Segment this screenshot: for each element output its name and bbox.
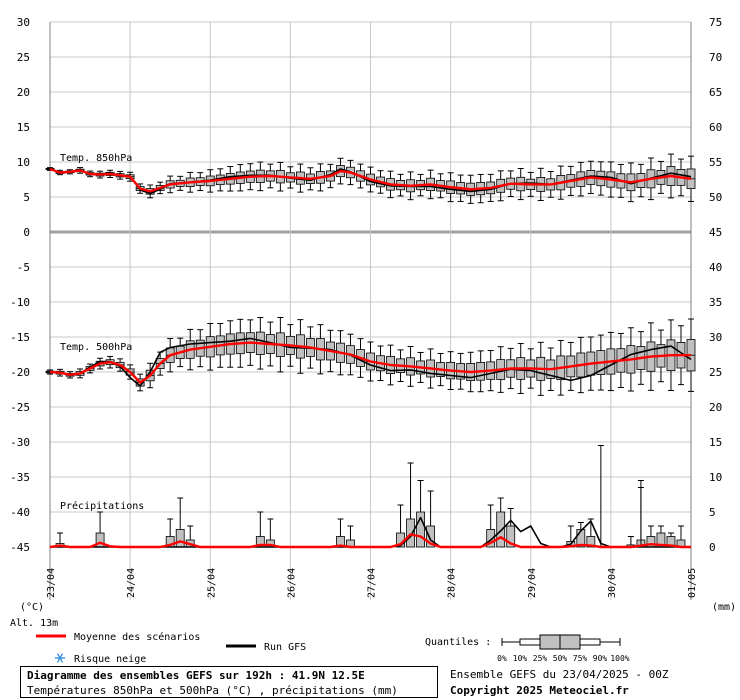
label-t500: Temp. 500hPa bbox=[60, 342, 132, 353]
quantiles-label: Quantiles : bbox=[425, 637, 491, 648]
t850-mean-line bbox=[49, 167, 692, 193]
precip-box bbox=[586, 536, 596, 548]
quantile-tick-label: 75% bbox=[573, 654, 588, 663]
right-tick-label: 60 bbox=[709, 121, 722, 134]
left-tick-label: -15 bbox=[10, 331, 30, 344]
x-tick-label: 25/04 bbox=[206, 568, 217, 598]
series-marks bbox=[45, 153, 696, 549]
chart-subtitle: Températures 850hPa et 500hPa (°C) , pré… bbox=[27, 684, 398, 697]
precip-box bbox=[426, 525, 435, 548]
legend-gfs-label: Run GFS bbox=[264, 642, 306, 653]
left-tick-label: -20 bbox=[10, 366, 30, 379]
left-tick-label: 20 bbox=[17, 86, 30, 99]
right-tick-label: 15 bbox=[709, 436, 722, 449]
quantile-glyph bbox=[501, 634, 621, 650]
quantile-tick-label: 50% bbox=[553, 654, 568, 663]
legend-mean-label: Moyenne des scénarios bbox=[74, 631, 200, 643]
left-tick-label: -30 bbox=[10, 436, 30, 449]
x-tick-label: 30/04 bbox=[607, 568, 618, 598]
quantile-ticks: 0% 10% 25% 50% 75% 90% 100% bbox=[497, 654, 630, 663]
precip-box bbox=[406, 518, 415, 548]
t500-mean-line bbox=[49, 341, 691, 384]
left-tick-label: -35 bbox=[10, 471, 30, 484]
precip-box bbox=[506, 525, 516, 548]
right-tick-label: 25 bbox=[709, 366, 722, 379]
left-tick-label: -40 bbox=[10, 506, 30, 519]
left-tick-label: 10 bbox=[17, 156, 30, 169]
precip-box bbox=[175, 529, 185, 548]
right-tick-label: 40 bbox=[709, 261, 722, 274]
precip-box bbox=[496, 511, 506, 548]
x-tick-label: 01/05 bbox=[687, 568, 698, 598]
left-tick-label: 30 bbox=[17, 16, 30, 29]
precip-box bbox=[486, 529, 496, 548]
left-tick-label: -45 bbox=[10, 541, 30, 554]
run-info: Ensemble GEFS du 23/04/2025 - 00Z bbox=[450, 668, 669, 681]
left-unit-label: (°C) bbox=[20, 602, 44, 613]
x-tick-label: 29/04 bbox=[527, 568, 538, 598]
x-tick-label: 26/04 bbox=[286, 568, 297, 598]
right-unit-label: (mm) bbox=[712, 602, 736, 613]
x-tick-label: 24/04 bbox=[126, 568, 137, 598]
chart-title: Diagramme des ensembles GEFS sur 192h : … bbox=[27, 669, 365, 682]
quantile-tick-label: 90% bbox=[593, 654, 608, 663]
right-tick-label: 10 bbox=[709, 471, 722, 484]
right-tick-label: 50 bbox=[709, 191, 722, 204]
label-precip: Précipitations bbox=[60, 500, 144, 512]
right-tick-label: 70 bbox=[709, 51, 722, 64]
quantile-tick-label: 0% bbox=[497, 654, 507, 663]
left-tick-label: -25 bbox=[10, 401, 30, 414]
left-tick-label: -10 bbox=[10, 296, 30, 309]
right-tick-label: 20 bbox=[709, 401, 722, 414]
t500-gfs-line bbox=[50, 337, 692, 387]
left-tick-label: 5 bbox=[23, 191, 30, 204]
altitude-label: Alt. 13m bbox=[10, 618, 58, 629]
right-tick-label: 55 bbox=[709, 156, 722, 169]
right-tick-label: 75 bbox=[709, 16, 722, 29]
x-tick-label: 28/04 bbox=[447, 568, 458, 598]
x-tick-label: 23/04 bbox=[46, 568, 57, 598]
copyright: Copyright 2025 Meteociel.fr bbox=[450, 684, 629, 697]
left-tick-label: 25 bbox=[17, 51, 30, 64]
grid bbox=[49, 21, 692, 600]
right-tick-label: 5 bbox=[709, 506, 716, 519]
x-tick-label: 27/04 bbox=[367, 568, 378, 598]
right-tick-label: 0 bbox=[709, 541, 716, 554]
legend-snow-label: Risque neige bbox=[74, 654, 146, 665]
left-tick-label: 0 bbox=[23, 226, 30, 239]
precip-mean-line bbox=[49, 533, 691, 549]
right-tick-label: 45 bbox=[709, 226, 722, 239]
right-tick-label: 35 bbox=[709, 296, 722, 309]
quantile-tick-label: 10% bbox=[513, 654, 528, 663]
left-tick-label: 15 bbox=[17, 121, 30, 134]
left-axis-ticks: 30 25 20 15 10 5 0 -5 -10 -15 -20 -25 -30 -35 -40 -45 bbox=[10, 16, 30, 554]
left-tick-label: -5 bbox=[17, 261, 30, 274]
info-box: Diagramme des ensembles GEFS sur 192h : … bbox=[20, 666, 438, 698]
precip-box bbox=[416, 511, 425, 548]
right-tick-label: 65 bbox=[709, 86, 722, 99]
quantile-tick-label: 100% bbox=[610, 654, 629, 663]
snowflake-icon bbox=[55, 653, 65, 663]
precip-box bbox=[576, 529, 586, 548]
x-axis-ticks: 23/04 24/04 25/04 26/04 27/04 28/04 29/04 30/04… bbox=[46, 568, 698, 598]
right-tick-label: 30 bbox=[709, 331, 722, 344]
label-t850: Temp. 850hPa bbox=[60, 153, 132, 164]
quantile-tick-label: 25% bbox=[533, 654, 548, 663]
